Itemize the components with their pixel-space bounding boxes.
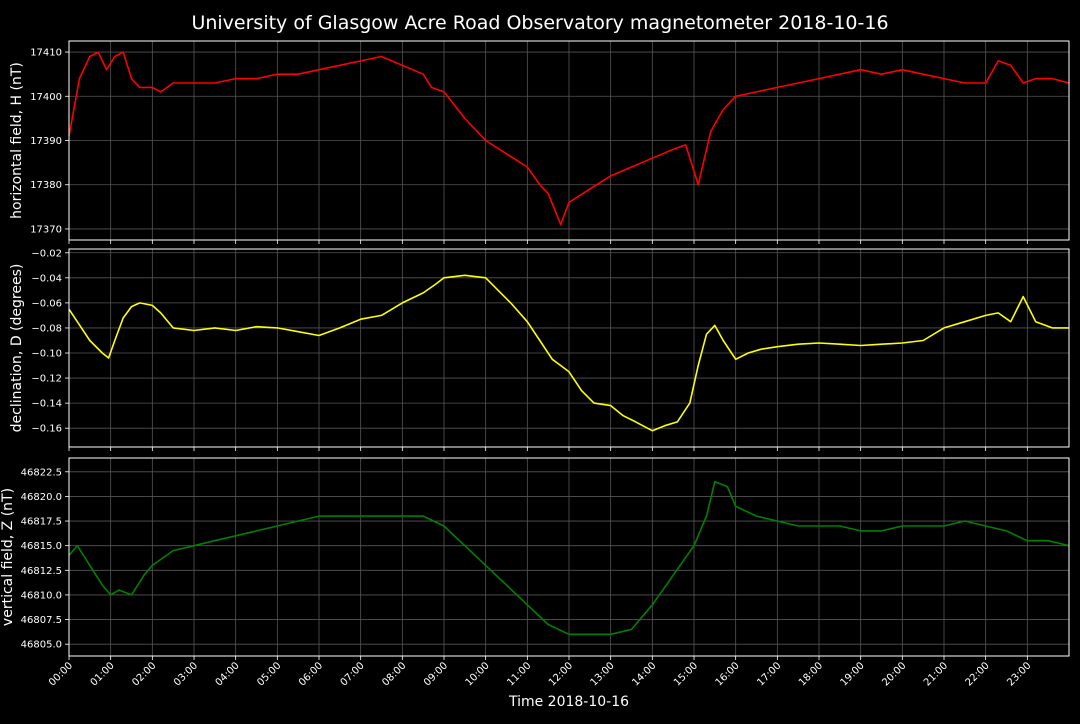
y-tick-label: 46805.0: [21, 640, 62, 651]
y-tick-label: 46807.5: [21, 615, 62, 626]
y-tick-label: −0.16: [31, 424, 62, 435]
y-tick-label: −0.08: [31, 323, 62, 334]
axes-frame: [68, 40, 1070, 241]
y-tick-label: −0.06: [31, 298, 62, 309]
axes-frame: [68, 248, 1070, 448]
panel-1: 17370 17380 17390 17400 17410 horizontal fiel…: [9, 40, 1070, 244]
series-line: [68, 274, 1069, 432]
y-tick-label: −0.10: [31, 349, 62, 360]
x-axis-label: Time 2018-10-16: [508, 694, 629, 710]
axes-frame: [68, 457, 1070, 657]
series-line: [68, 51, 1070, 226]
y-tick-label: 46815.0: [21, 541, 62, 552]
y-tick-label: 46822.5: [21, 467, 62, 478]
y-tick-label: 17380: [30, 180, 62, 191]
y-tick-label: −0.04: [31, 273, 62, 284]
y-tick-label: 17370: [30, 224, 62, 235]
series-line: [68, 480, 1070, 636]
y-axis-label: vertical field, Z (nT): [0, 488, 16, 626]
y-axis-label: horizontal field, H (nT): [9, 62, 25, 219]
y-tick-label: 17410: [30, 48, 62, 59]
y-tick-label: 46810.0: [21, 590, 62, 601]
y-tick-label: −0.02: [31, 248, 62, 259]
y-tick-label: −0.12: [31, 374, 62, 385]
y-tick-label: 46820.0: [21, 492, 62, 503]
y-tick-label: 17390: [30, 136, 62, 147]
chart-title: University of Glasgow Acre Road Observat…: [191, 12, 888, 34]
y-tick-label: 46817.5: [21, 517, 62, 528]
y-tick-label: −0.14: [31, 399, 62, 410]
y-tick-label: 46812.5: [21, 566, 62, 577]
y-tick-label: 17400: [30, 92, 62, 103]
panel-2: −0.16 −0.14 −0.12 −0.10 −0.08 −0.06 −0.04 −0.02…: [9, 248, 1070, 451]
y-axis-label: declination, D (degrees): [9, 264, 25, 433]
